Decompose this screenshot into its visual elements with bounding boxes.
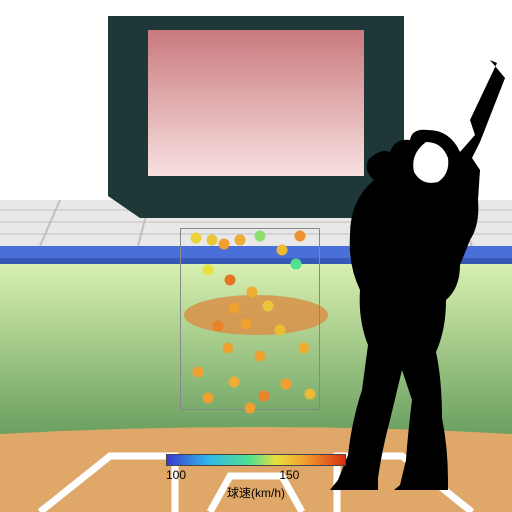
pitch-marker	[191, 233, 202, 244]
pitch-marker	[229, 377, 240, 388]
pitch-marker	[229, 303, 240, 314]
pitch-marker	[255, 231, 266, 242]
legend-label: 球速(km/h)	[166, 484, 346, 501]
pitch-marker	[193, 367, 204, 378]
velocity-legend: 100 150 球速(km/h)	[166, 454, 346, 501]
batter-silhouette	[330, 60, 512, 490]
pitch-marker	[295, 231, 306, 242]
pitch-marker	[277, 245, 288, 256]
pitch-marker	[203, 265, 214, 276]
pitch-marker	[207, 235, 218, 246]
pitch-marker	[245, 403, 256, 414]
pitch-marker	[235, 235, 246, 246]
pitch-marker	[203, 393, 214, 404]
pitch-marker	[305, 389, 316, 400]
legend-tick: 100	[166, 468, 186, 482]
pitch-marker	[275, 325, 286, 336]
pitch-marker	[247, 287, 258, 298]
pitch-marker	[259, 391, 270, 402]
pitch-marker	[281, 379, 292, 390]
pitch-marker	[299, 343, 310, 354]
pitch-marker	[219, 239, 230, 250]
pitch-marker	[223, 343, 234, 354]
pitch-marker	[291, 259, 302, 270]
pitch-marker	[213, 321, 224, 332]
pitch-marker	[241, 319, 252, 330]
pitch-marker	[255, 351, 266, 362]
pitch-marker	[225, 275, 236, 286]
pitch-marker	[263, 301, 274, 312]
legend-ticks: 100 150	[166, 468, 346, 482]
legend-colorbar	[166, 454, 346, 466]
legend-tick: 150	[279, 468, 299, 482]
